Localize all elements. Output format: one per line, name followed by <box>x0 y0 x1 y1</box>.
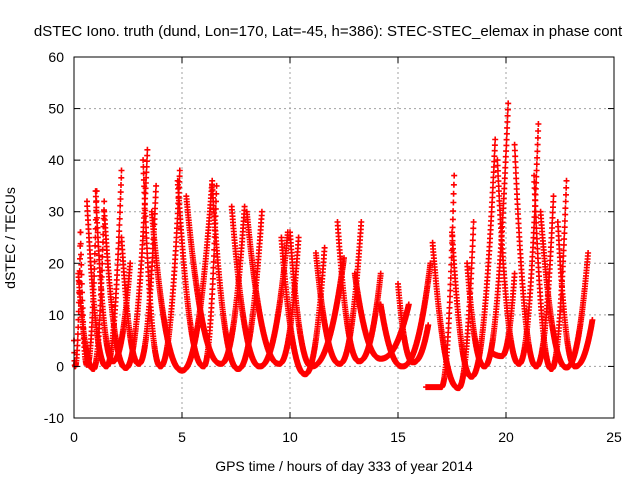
x-tick-label: 25 <box>606 429 622 445</box>
series-arc <box>334 219 384 365</box>
x-tick-label: 0 <box>70 429 78 445</box>
arc-markers <box>395 280 432 366</box>
x-tick-label: 20 <box>498 429 514 445</box>
y-tick-label: 30 <box>48 204 64 220</box>
arc-markers <box>243 208 302 367</box>
arc-markers <box>334 219 384 365</box>
data-marks <box>71 100 596 392</box>
y-tick-label: 20 <box>48 255 64 271</box>
y-tick-label: 40 <box>48 152 64 168</box>
series-arc <box>395 280 432 366</box>
y-tick-label: 10 <box>48 307 64 323</box>
y-tick-label: -10 <box>44 410 64 426</box>
y-tick-label: 50 <box>48 101 64 117</box>
arc-markers <box>554 219 596 370</box>
x-tick-label: 15 <box>390 429 406 445</box>
series-arc <box>243 208 302 367</box>
series-arc <box>423 172 458 391</box>
series-arc <box>554 219 596 370</box>
plot-frame <box>73 56 615 419</box>
series-arc <box>449 136 499 380</box>
arc-markers <box>287 229 347 370</box>
x-axis-label: GPS time / hours of day 333 of year 2014 <box>215 458 473 474</box>
axis-ticks: 0 5 10 15 20 25 -10 0 10 20 30 40 50 60 <box>44 49 622 445</box>
arc-markers <box>118 182 160 367</box>
x-tick-label: 10 <box>282 429 298 445</box>
chart-title: dSTEC Iono. truth (dund, Lon=170, Lat=-4… <box>34 23 623 40</box>
series-arc <box>531 172 570 372</box>
arc-markers <box>531 172 570 372</box>
y-axis-label: dSTEC / TECUs <box>2 187 18 289</box>
series-arc <box>287 229 347 370</box>
series-arc <box>377 260 434 370</box>
x-tick-label: 5 <box>178 429 186 445</box>
arc-markers <box>449 136 499 380</box>
arc-markers <box>423 172 458 391</box>
series-arc <box>118 182 160 367</box>
y-tick-label: 0 <box>56 358 64 374</box>
arc-markers <box>377 260 434 370</box>
series-arc <box>228 203 291 370</box>
series-arc <box>464 100 512 370</box>
arc-markers <box>464 100 512 370</box>
y-tick-label: 60 <box>48 49 64 65</box>
arc-markers <box>228 203 291 370</box>
